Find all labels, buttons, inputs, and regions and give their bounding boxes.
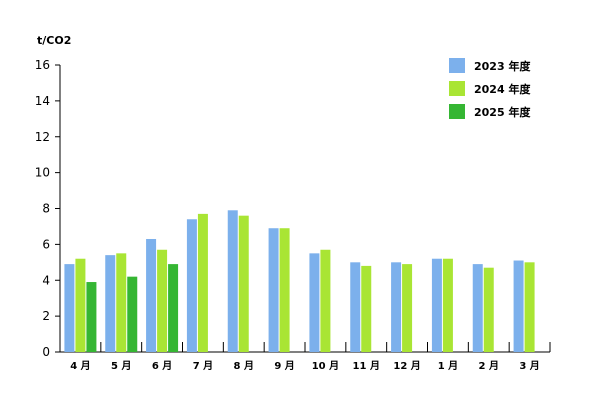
bar-series-3 — [127, 276, 138, 352]
bar-series-2 — [483, 267, 494, 352]
bar-series-1 — [472, 264, 483, 352]
bar-series-3 — [168, 264, 179, 352]
y-tick-label: 8 — [42, 202, 50, 216]
legend-swatch — [449, 58, 465, 73]
x-category-label: 8 月 — [234, 360, 254, 372]
bar-series-2 — [402, 264, 413, 352]
x-category-label: 3 月 — [519, 360, 539, 372]
bar-series-1 — [309, 253, 320, 352]
bar-series-2 — [157, 249, 168, 352]
bar-series-2 — [361, 265, 372, 352]
bar-series-3 — [86, 282, 97, 352]
legend-swatch — [449, 81, 465, 96]
y-tick-label: 2 — [42, 309, 50, 323]
y-tick-label: 12 — [35, 130, 50, 144]
legend-swatch — [449, 104, 465, 119]
bar-series-2 — [116, 253, 127, 352]
y-tick-label: 4 — [42, 273, 50, 287]
y-tick-label: 0 — [42, 345, 50, 359]
bar-series-1 — [431, 258, 442, 352]
y-axis: 0 2 4 6 8 10 12 14 16 — [35, 58, 61, 359]
y-tick-label: 14 — [35, 94, 50, 108]
x-category-label: 5 月 — [111, 360, 131, 372]
bar-series-1 — [105, 255, 116, 352]
bar-series-1 — [350, 262, 361, 352]
bar-series-1 — [268, 228, 279, 352]
bar-series-1 — [227, 210, 238, 352]
y-tick-label: 16 — [35, 58, 50, 72]
bar-series-1 — [186, 219, 197, 352]
bars-group — [64, 210, 535, 352]
x-category-label: 7 月 — [193, 360, 213, 372]
legend-label: 2024 年度 — [474, 82, 531, 96]
x-category-label: 1 月 — [438, 360, 458, 372]
legend-label: 2025 年度 — [474, 105, 531, 119]
bar-series-1 — [146, 238, 157, 352]
bar-series-2 — [442, 258, 453, 352]
x-category-label: 2 月 — [479, 360, 499, 372]
y-tick-label: 10 — [35, 166, 50, 180]
x-category-label: 6 月 — [152, 360, 172, 372]
bar-series-2 — [197, 213, 208, 352]
x-category-label: 12 月 — [393, 360, 420, 372]
bar-series-2 — [279, 228, 290, 352]
legend: 2023 年度 2024 年度 2025 年度 — [449, 58, 531, 119]
legend-label: 2023 年度 — [474, 59, 531, 73]
x-category-label: 10 月 — [312, 360, 339, 372]
bar-series-2 — [320, 249, 331, 352]
y-axis-unit-label: t/CO2 — [37, 34, 71, 47]
bar-series-1 — [513, 260, 524, 352]
bar-series-1 — [64, 264, 75, 352]
x-category-label: 4 月 — [70, 360, 90, 372]
x-category-label: 11 月 — [353, 360, 380, 372]
bar-series-2 — [238, 215, 249, 352]
bar-series-2 — [75, 258, 86, 352]
bar-series-1 — [391, 262, 402, 352]
x-category-label: 9 月 — [274, 360, 294, 372]
x-axis: 4 月 5 月 6 月 7 月 8 月 9 月 10 月 11 月 12 月 1 月 2 月 3 月 — [59, 342, 551, 372]
y-tick-label: 6 — [42, 237, 50, 251]
bar-series-2 — [524, 262, 535, 352]
